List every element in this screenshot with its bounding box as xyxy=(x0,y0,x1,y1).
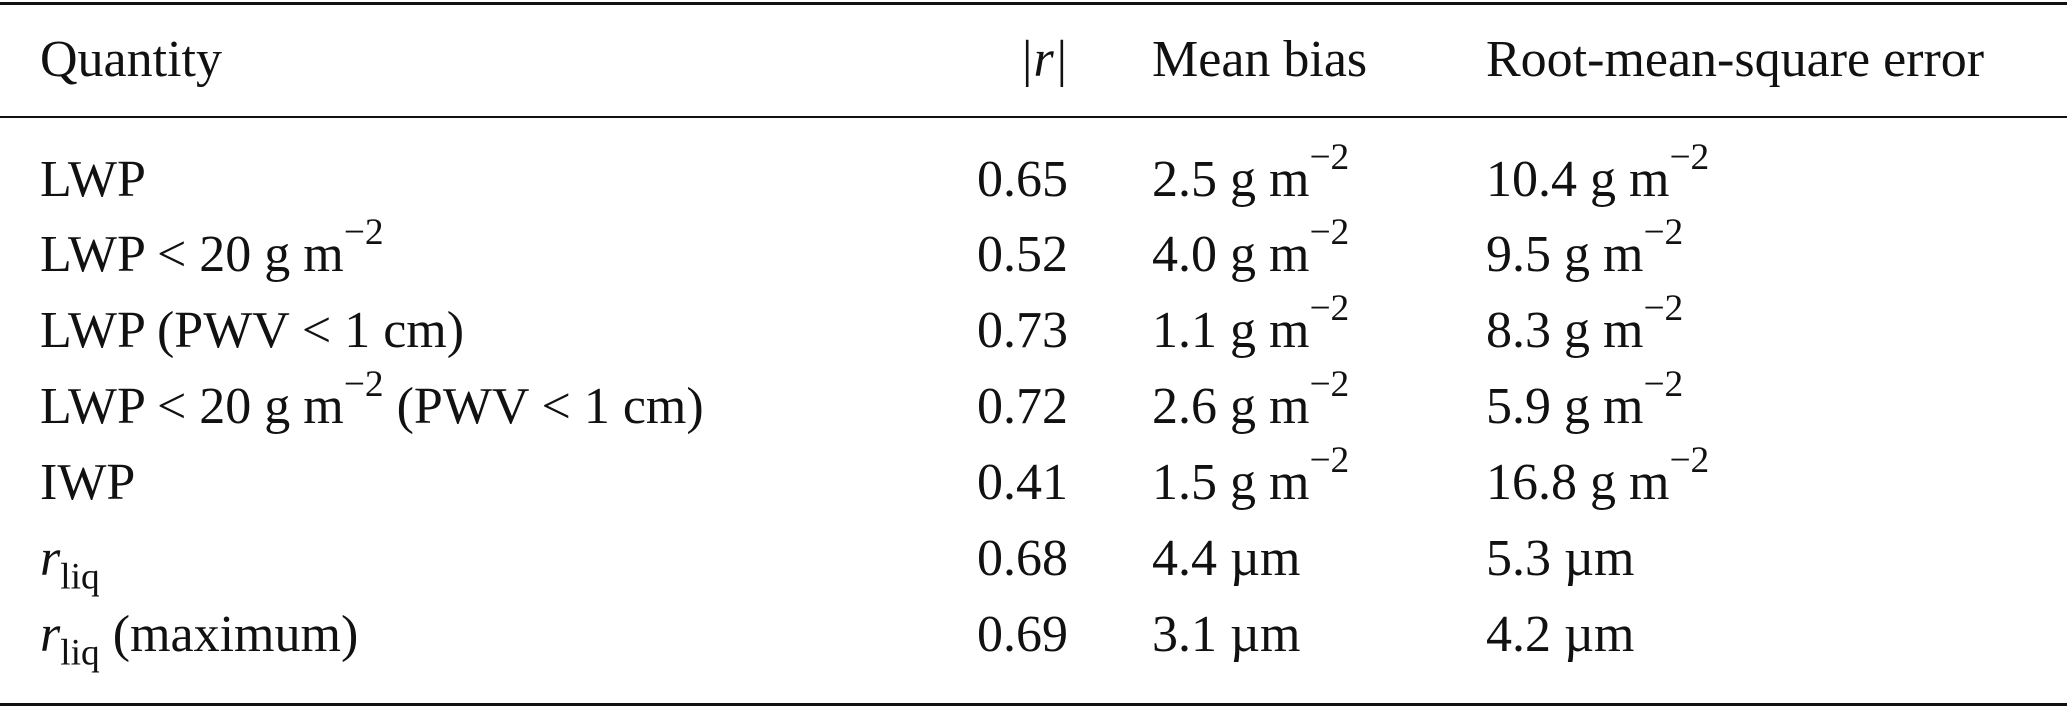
table-body: LWP 0.65 2.5 g m−2 10.4 g m−2 LWP < 20 g… xyxy=(0,117,2067,673)
bias-cell: 1.5 g m−2 xyxy=(1068,442,1402,521)
r-cell: 0.73 xyxy=(977,302,1068,359)
rmse-exponent: −2 xyxy=(1669,137,1710,179)
quantity-cell: LWP < 20 g m−2 (PWV < 1 cm) xyxy=(0,366,920,445)
bias-value: 2.6 g m xyxy=(1152,378,1310,435)
rmse-exponent: −2 xyxy=(1643,212,1684,254)
r-cell: 0.65 xyxy=(977,151,1068,208)
quantity-subscript: liq xyxy=(60,556,100,598)
quantity-cell: LWP (PWV < 1 cm) xyxy=(0,293,920,369)
bias-exponent: −2 xyxy=(1309,288,1350,330)
quantity-text: IWP xyxy=(40,454,136,511)
bias-exponent: −2 xyxy=(1309,212,1350,254)
rmse-cell: 4.2 µm xyxy=(1486,606,1635,663)
bias-cell: 2.6 g m−2 xyxy=(1068,366,1402,445)
rmse-value: 16.8 g m xyxy=(1486,454,1670,511)
quantity-cell: LWP xyxy=(0,117,920,217)
quantity-symbol: r xyxy=(40,530,61,587)
table-header: Quantity |r| Mean bias Root-mean-square … xyxy=(0,0,2067,117)
quantity-cell: LWP < 20 g m−2 xyxy=(0,214,920,293)
bias-cell: 2.5 g m−2 xyxy=(1068,117,1402,217)
rmse-cell: 9.5 g m−2 xyxy=(1402,214,2067,293)
bias-cell: 4.0 g m−2 xyxy=(1068,214,1402,293)
quantity-text: LWP xyxy=(40,151,146,208)
rmse-cell: 16.8 g m−2 xyxy=(1402,442,2067,521)
table-row: IWP 0.41 1.5 g m−2 16.8 g m−2 xyxy=(0,442,2067,521)
rmse-cell: 10.4 g m−2 xyxy=(1402,117,2067,217)
quantity-tail: (PWV < 1 cm) xyxy=(383,378,704,435)
rmse-cell: 5.3 µm xyxy=(1486,530,1635,587)
bias-cell: 3.1 µm xyxy=(1152,606,1301,663)
quantity-text: LWP < 20 g m xyxy=(40,226,344,283)
bias-cell: 4.4 µm xyxy=(1152,530,1301,587)
quantity-text: LWP (PWV < 1 cm) xyxy=(40,302,465,359)
header-quantity: Quantity xyxy=(40,30,222,88)
bias-cell: 1.1 g m−2 xyxy=(1068,290,1402,369)
quantity-symbol: r xyxy=(40,606,61,663)
bias-value: 1.5 g m xyxy=(1152,454,1310,511)
header-rmse: Root-mean-square error xyxy=(1486,30,1985,88)
bottom-rule xyxy=(0,703,2067,706)
rmse-cell: 8.3 g m−2 xyxy=(1402,290,2067,369)
r-cell: 0.41 xyxy=(977,454,1068,511)
rmse-value: 9.5 g m xyxy=(1486,226,1644,283)
rmse-cell: 5.9 g m−2 xyxy=(1402,366,2067,445)
rmse-exponent: −2 xyxy=(1643,364,1684,406)
rmse-exponent: −2 xyxy=(1643,288,1684,330)
header-rule xyxy=(0,116,2067,118)
header-row: Quantity |r| Mean bias Root-mean-square … xyxy=(0,0,2067,117)
rmse-value: 5.9 g m xyxy=(1486,378,1644,435)
table-row: LWP (PWV < 1 cm) 0.73 1.1 g m−2 8.3 g m−… xyxy=(0,290,2067,369)
header-mean-bias: Mean bias xyxy=(1152,30,1368,88)
bias-exponent: −2 xyxy=(1309,137,1350,179)
bias-value: 4.0 g m xyxy=(1152,226,1310,283)
bias-value: 2.5 g m xyxy=(1152,151,1310,208)
header-r-label: |r| xyxy=(1019,30,1068,88)
bias-value: 1.1 g m xyxy=(1152,302,1310,359)
top-rule xyxy=(0,2,2067,5)
r-cell: 0.52 xyxy=(977,226,1068,283)
quantity-cell: rliq xyxy=(0,521,920,597)
table-row: LWP < 20 g m−2 0.52 4.0 g m−2 9.5 g m−2 xyxy=(0,214,2067,293)
quantity-cell: rliq (maximum) xyxy=(0,597,920,673)
r-cell: 0.69 xyxy=(977,606,1068,663)
r-cell: 0.72 xyxy=(977,378,1068,435)
rmse-value: 8.3 g m xyxy=(1486,302,1644,359)
statistics-table: Quantity |r| Mean bias Root-mean-square … xyxy=(0,0,2067,673)
rmse-exponent: −2 xyxy=(1669,440,1710,482)
r-cell: 0.68 xyxy=(977,530,1068,587)
quantity-exponent: −2 xyxy=(343,364,384,406)
quantity-text: LWP < 20 g m xyxy=(40,378,344,435)
bias-exponent: −2 xyxy=(1309,440,1350,482)
header-r: |r| xyxy=(920,0,1068,117)
quantity-cell: IWP xyxy=(0,445,920,521)
table-row: LWP < 20 g m−2 (PWV < 1 cm) 0.72 2.6 g m… xyxy=(0,366,2067,445)
table-row: LWP 0.65 2.5 g m−2 10.4 g m−2 xyxy=(0,117,2067,217)
table-row: rliq (maximum) 0.69 3.1 µm 4.2 µm xyxy=(0,597,2067,673)
quantity-subscript: liq xyxy=(60,632,100,674)
quantity-exponent: −2 xyxy=(343,212,384,254)
table-row: rliq 0.68 4.4 µm 5.3 µm xyxy=(0,521,2067,597)
bias-exponent: −2 xyxy=(1309,364,1350,406)
rmse-value: 10.4 g m xyxy=(1486,151,1670,208)
quantity-tail: (maximum) xyxy=(99,606,359,663)
